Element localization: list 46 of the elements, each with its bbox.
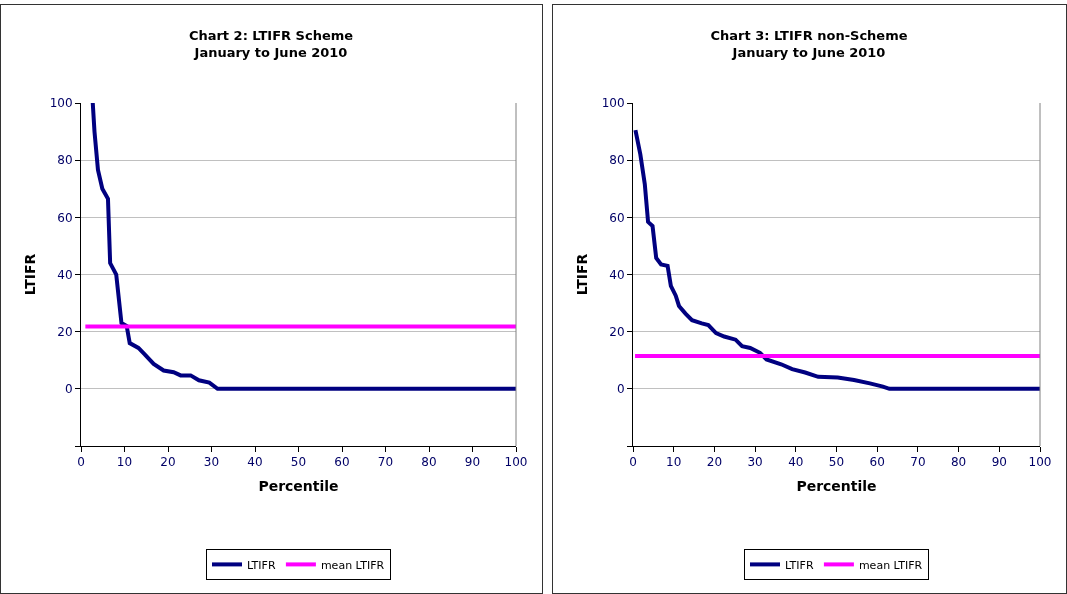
y-tick-label: 40 <box>57 267 73 282</box>
y-tick-label: 60 <box>609 210 625 225</box>
x-tick-label: 40 <box>788 455 804 470</box>
x-tick-label: 10 <box>666 455 682 470</box>
y-tick-label: 0 <box>616 382 625 397</box>
chart-title: Chart 3: LTIFR non-Scheme January to June 2010 <box>710 28 908 61</box>
x-tick-label: 60 <box>869 455 885 470</box>
x-tick-label: 40 <box>247 455 263 470</box>
y-axis-title: LTIFR <box>574 253 591 296</box>
x-tick-label: 90 <box>464 455 481 470</box>
legend-label: LTIFR <box>247 558 276 572</box>
y-tick-label: 100 <box>601 96 625 111</box>
x-axis-title: Percentile <box>796 477 877 494</box>
x-tick-label: 30 <box>747 455 763 470</box>
y-tick-label: 20 <box>609 324 625 339</box>
x-tick-label: 50 <box>828 455 845 470</box>
x-tick-label: 20 <box>160 455 176 470</box>
x-tick-label: 100 <box>1028 455 1052 470</box>
legend-label: mean LTIFR <box>320 558 385 572</box>
x-tick-label: 70 <box>377 455 394 470</box>
chart-title: Chart 2: LTIFR Scheme January to June 2010 <box>188 28 354 61</box>
y-tick-label: 40 <box>609 267 625 282</box>
x-tick-label: 50 <box>290 455 307 470</box>
y-tick-label: 80 <box>609 153 625 168</box>
y-tick-label: 60 <box>57 210 73 225</box>
x-tick-label: 10 <box>116 455 133 470</box>
legend-label: LTIFR <box>785 558 814 572</box>
x-tick-label: 80 <box>421 455 437 470</box>
x-tick-label: 60 <box>334 455 350 470</box>
y-axis-title: LTIFR <box>22 253 39 296</box>
x-tick-label: 0 <box>77 455 85 470</box>
line-series <box>633 128 1040 391</box>
y-tick-label: 0 <box>64 382 73 397</box>
x-tick-label: 70 <box>910 455 926 470</box>
x-tick-label: 20 <box>706 455 723 470</box>
y-tick-label: 100 <box>49 96 73 111</box>
x-tick-label: 30 <box>203 455 220 470</box>
x-tick-label: 80 <box>950 455 967 470</box>
legend-label: mean LTIFR <box>858 558 923 572</box>
y-tick-label: 20 <box>57 324 73 339</box>
x-tick-label: 90 <box>991 455 1007 470</box>
x-axis-title: Percentile <box>258 477 339 494</box>
line-series <box>90 103 516 391</box>
y-tick-label: 80 <box>57 153 73 168</box>
x-tick-label: 0 <box>629 455 637 470</box>
x-tick-label: 100 <box>504 455 528 470</box>
